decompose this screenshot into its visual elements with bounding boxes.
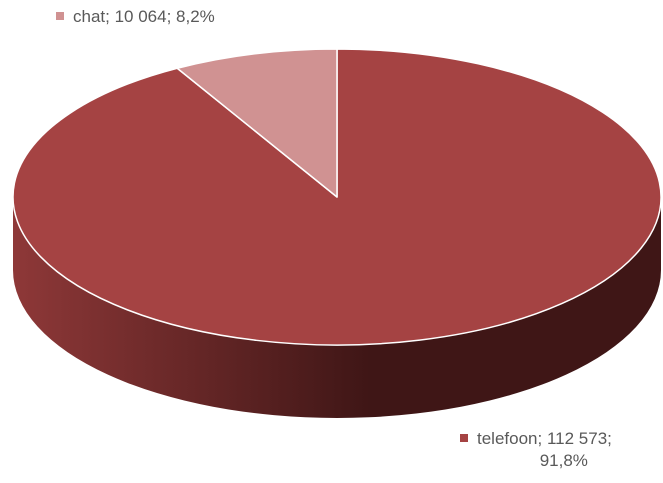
label-chat-category: chat [73, 7, 106, 26]
data-label-chat: chat; 10 064; 8,2% [56, 6, 215, 28]
label-telefoon-category: telefoon [477, 429, 538, 448]
label-telefoon-value: 112 573 [546, 429, 608, 448]
pie-slice-chat [176, 48, 338, 198]
swatch-chat [56, 12, 64, 20]
swatch-telefoon [460, 434, 468, 442]
pie-side-telefoon [13, 197, 661, 418]
data-label-telefoon: telefoon; 112 573; 91,8% [460, 428, 612, 472]
label-chat-percent: 8,2% [176, 7, 215, 26]
label-telefoon-percent: 91,8% [539, 451, 588, 470]
label-chat-value: 10 064 [114, 7, 167, 26]
